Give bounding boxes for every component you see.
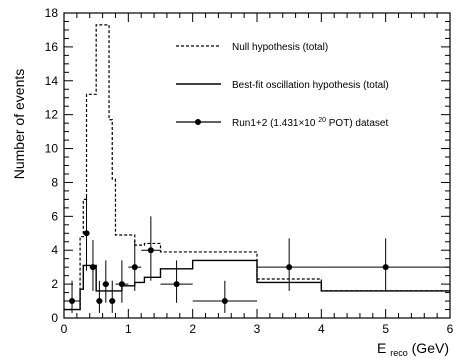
data-point (115, 260, 129, 303)
legend-data-marker (195, 119, 201, 125)
x-axis-title-main: E (377, 340, 386, 356)
y-tick-label: 16 (45, 40, 59, 54)
data-point-marker (221, 298, 228, 305)
data-point (321, 238, 450, 291)
legend-data-label-prefix: Run1+2 (1.431×10 (232, 118, 316, 129)
data-point-marker (96, 298, 103, 305)
data-point-marker (382, 264, 389, 271)
x-axis-title: E reco (GeV) (377, 340, 449, 358)
y-tick-label: 14 (45, 74, 59, 88)
y-tick-label: 12 (45, 108, 59, 122)
x-tick-label: 0 (61, 322, 68, 336)
data-point (64, 280, 81, 313)
legend-data-label-sup: 20 (318, 117, 326, 124)
data-point-marker (131, 264, 138, 271)
y-tick-label: 6 (51, 209, 58, 223)
data-point-marker (102, 281, 109, 288)
y-tick-label: 10 (45, 142, 59, 156)
x-axis-title-sub: reco (390, 348, 408, 358)
legend-data-label-suffix: POT) dataset (329, 118, 389, 129)
data-point-marker (83, 230, 90, 237)
data-point (83, 196, 90, 271)
y-tick-label: 8 (51, 175, 58, 189)
data-point-marker (118, 281, 125, 288)
data-point (109, 280, 116, 313)
x-axis-title-unit: (GeV) (412, 340, 449, 356)
data-point (89, 240, 97, 291)
data-point-marker (147, 247, 154, 254)
data-point (141, 216, 161, 281)
y-axis-title: Number of events (11, 69, 27, 180)
y-tick-label: 4 (51, 243, 58, 257)
y-tick-label: 2 (51, 277, 58, 291)
data-point-marker (286, 264, 293, 271)
x-tick-label: 2 (189, 322, 196, 336)
null-hypothesis-series (64, 24, 450, 311)
x-tick-label: 3 (254, 322, 261, 336)
y-tick-label: 0 (51, 311, 58, 325)
best-fit-series (64, 259, 450, 311)
data-point (102, 260, 110, 303)
data-point (96, 280, 103, 313)
data-point (128, 240, 142, 291)
data-point-marker (89, 264, 96, 271)
legend: Null hypothesis (total) Best-fit oscilla… (176, 42, 389, 129)
best-fit-line (64, 259, 450, 311)
x-tick-label: 6 (447, 322, 454, 336)
x-tick-label: 5 (382, 322, 389, 336)
x-tick-label: 4 (318, 322, 325, 336)
data-point-marker (173, 281, 180, 288)
data-point (192, 280, 257, 313)
data-point-marker (109, 298, 116, 305)
data-point (160, 260, 193, 303)
legend-fit-label: Best-fit oscillation hypothesis (total) (232, 80, 389, 91)
data-point-marker (69, 298, 76, 305)
data-point (257, 238, 322, 291)
null-hypothesis-line (64, 24, 450, 311)
dataset-points (64, 196, 450, 313)
x-tick-label: 1 (125, 322, 132, 336)
y-tick-label: 18 (45, 6, 59, 20)
legend-null-label: Null hypothesis (total) (232, 42, 328, 53)
legend-data-label: Run1+2 (1.431×10 20 POT) dataset (232, 114, 388, 129)
